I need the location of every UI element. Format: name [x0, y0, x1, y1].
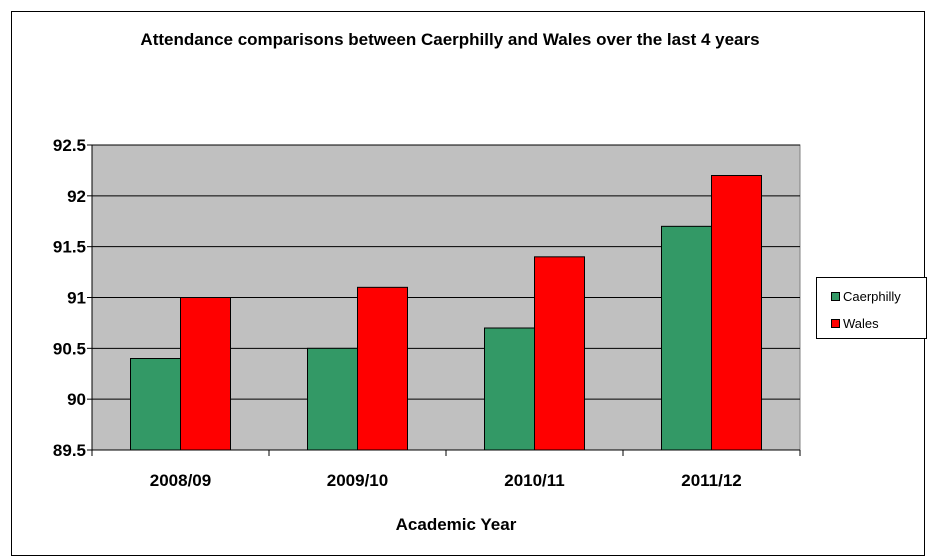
legend-swatch-wales: [831, 318, 840, 328]
bar-caerphilly-2009-10: [307, 347, 358, 451]
bar-caerphilly-2011-12: [661, 225, 712, 451]
y-tick-label: 92: [67, 187, 86, 206]
bar-wales-2010-11: [534, 256, 585, 451]
y-tick-label: 89.5: [53, 441, 86, 460]
bar-wales-2009-10: [357, 286, 408, 451]
y-tick-label: 90: [67, 390, 86, 409]
y-tick-label: 91.5: [53, 238, 86, 257]
legend-label-caerphilly: Caerphilly: [843, 288, 901, 304]
y-tick-label: 92.5: [53, 136, 86, 155]
x-tick-label: 2008/09: [150, 471, 211, 490]
bar-wales-2008-09: [180, 297, 231, 451]
x-axis-title: Academic Year: [396, 515, 517, 534]
legend-label-wales: Wales: [843, 315, 879, 331]
y-tick-label: 91: [67, 289, 86, 308]
chart-title: Attendance comparisons between Caerphill…: [140, 30, 760, 49]
legend-item-wales: Wales: [831, 315, 879, 331]
x-tick-label: 2011/12: [681, 471, 742, 490]
legend-item-caerphilly: Caerphilly: [831, 288, 901, 304]
legend-swatch-caerphilly: [831, 291, 840, 301]
y-tick-label: 90.5: [53, 339, 86, 358]
bar-caerphilly-2010-11: [484, 327, 535, 451]
bar-caerphilly-2008-09: [130, 358, 181, 451]
x-tick-label: 2009/10: [327, 471, 388, 490]
legend: Caerphilly Wales: [816, 277, 927, 339]
bar-wales-2011-12: [711, 175, 762, 451]
x-tick-label: 2010/11: [504, 471, 565, 490]
